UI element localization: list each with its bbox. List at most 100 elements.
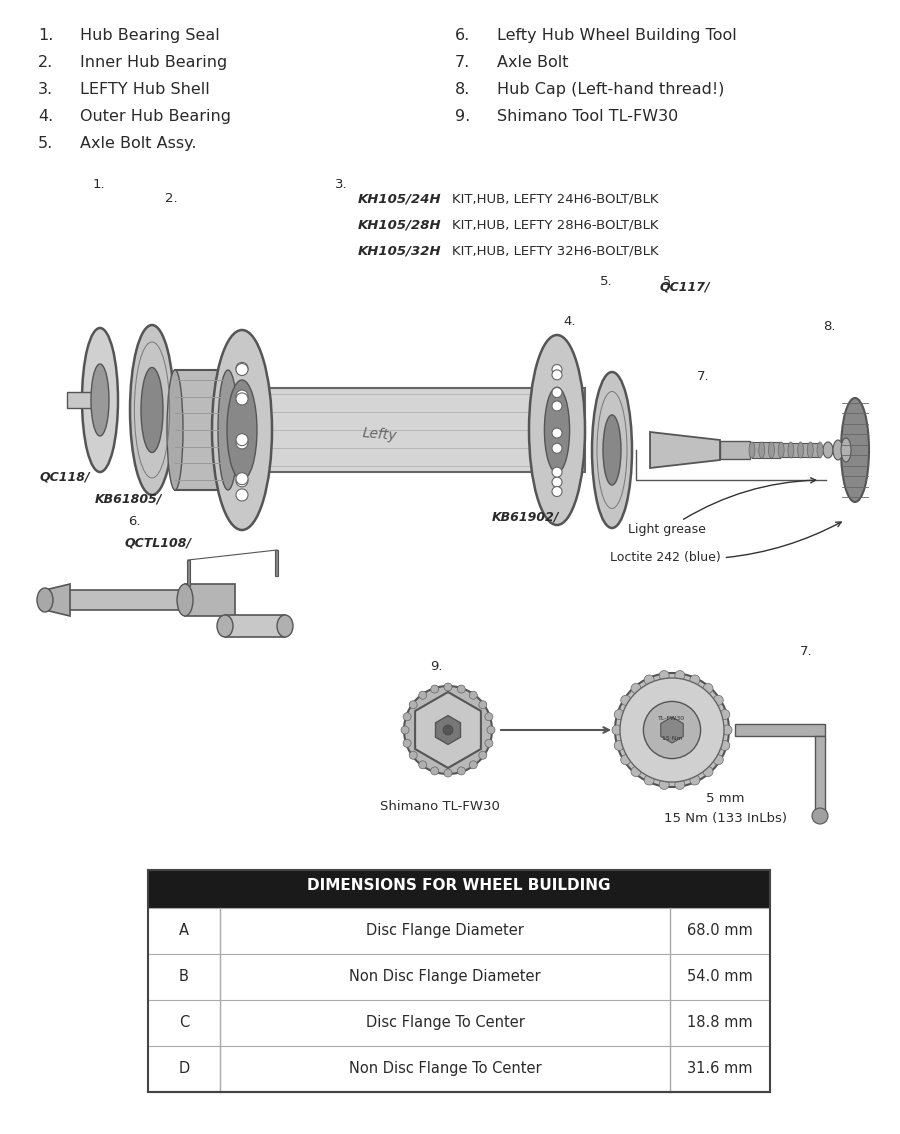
Ellipse shape — [621, 755, 631, 764]
Text: 1.: 1. — [38, 28, 53, 43]
Text: 3.: 3. — [38, 82, 53, 98]
Ellipse shape — [552, 370, 562, 380]
Text: 31.6 mm: 31.6 mm — [688, 1061, 752, 1076]
Polygon shape — [650, 432, 720, 468]
Text: Axle Bolt: Axle Bolt — [497, 56, 569, 70]
Ellipse shape — [841, 398, 869, 502]
Text: Shimano Tool TL-FW30: Shimano Tool TL-FW30 — [497, 109, 679, 124]
Ellipse shape — [769, 442, 774, 458]
Text: 1.: 1. — [93, 178, 105, 191]
Ellipse shape — [620, 678, 724, 782]
Ellipse shape — [812, 809, 828, 824]
Text: 5.: 5. — [38, 136, 53, 151]
Bar — [148, 1000, 770, 1046]
Ellipse shape — [431, 767, 438, 775]
Ellipse shape — [552, 364, 562, 374]
Ellipse shape — [431, 685, 438, 693]
Ellipse shape — [749, 442, 755, 458]
Ellipse shape — [236, 364, 248, 375]
Text: KIT,HUB, LEFTY 28H6-BOLT/BLK: KIT,HUB, LEFTY 28H6-BOLT/BLK — [452, 219, 659, 232]
Ellipse shape — [631, 767, 641, 777]
Ellipse shape — [236, 433, 248, 446]
Ellipse shape — [689, 675, 700, 685]
Ellipse shape — [714, 755, 724, 764]
Bar — [67, 392, 100, 408]
Text: 15 Nm: 15 Nm — [662, 736, 682, 741]
Ellipse shape — [552, 477, 562, 488]
Ellipse shape — [612, 725, 622, 735]
Polygon shape — [800, 443, 820, 457]
Bar — [45, 590, 185, 610]
Ellipse shape — [236, 473, 248, 484]
Ellipse shape — [485, 712, 493, 721]
Text: Axle Bolt Assy.: Axle Bolt Assy. — [80, 136, 196, 151]
Text: 6.: 6. — [455, 28, 470, 43]
Bar — [187, 560, 190, 586]
Ellipse shape — [469, 761, 477, 769]
Text: KH105/28H: KH105/28H — [358, 219, 442, 232]
Ellipse shape — [788, 442, 794, 458]
Ellipse shape — [418, 761, 427, 769]
Polygon shape — [780, 443, 800, 457]
Bar — [815, 736, 825, 816]
Text: 7.: 7. — [697, 370, 709, 383]
Ellipse shape — [130, 325, 174, 496]
Ellipse shape — [37, 589, 53, 612]
Text: 18.8 mm: 18.8 mm — [688, 1015, 752, 1030]
Ellipse shape — [91, 364, 109, 435]
Polygon shape — [436, 716, 461, 744]
Ellipse shape — [418, 692, 427, 700]
Text: 2.: 2. — [165, 192, 177, 205]
Ellipse shape — [797, 442, 804, 458]
Polygon shape — [415, 692, 481, 768]
Bar — [275, 550, 278, 576]
Ellipse shape — [217, 615, 233, 637]
Text: 5.: 5. — [663, 276, 683, 288]
Text: Shimano TL-FW30: Shimano TL-FW30 — [380, 799, 500, 813]
Text: 7.: 7. — [455, 56, 470, 70]
Text: 68.0 mm: 68.0 mm — [687, 923, 753, 938]
Ellipse shape — [823, 442, 833, 458]
Ellipse shape — [444, 683, 452, 691]
Ellipse shape — [410, 701, 418, 709]
Ellipse shape — [807, 442, 814, 458]
Polygon shape — [752, 442, 780, 458]
Ellipse shape — [833, 440, 843, 460]
Text: A: A — [179, 923, 189, 938]
Bar — [148, 908, 770, 954]
Ellipse shape — [236, 475, 248, 486]
Bar — [148, 870, 770, 1092]
Bar — [735, 723, 825, 736]
Text: QC118/: QC118/ — [40, 469, 91, 483]
Text: Inner Hub Bearing: Inner Hub Bearing — [80, 56, 227, 70]
Ellipse shape — [218, 370, 238, 490]
Ellipse shape — [552, 467, 562, 477]
Text: QCTL108/: QCTL108/ — [125, 538, 192, 550]
Ellipse shape — [552, 401, 562, 411]
Ellipse shape — [689, 775, 700, 785]
Bar — [148, 954, 770, 1000]
Ellipse shape — [552, 428, 562, 438]
Bar — [228, 388, 585, 472]
Text: 2.: 2. — [38, 56, 53, 70]
Ellipse shape — [720, 741, 730, 751]
Ellipse shape — [659, 670, 670, 680]
Text: KIT,HUB, LEFTY 32H6-BOLT/BLK: KIT,HUB, LEFTY 32H6-BOLT/BLK — [452, 245, 659, 259]
Ellipse shape — [401, 726, 409, 734]
Bar — [175, 370, 230, 490]
Ellipse shape — [552, 443, 562, 454]
Ellipse shape — [544, 387, 570, 473]
Ellipse shape — [631, 684, 641, 693]
Text: Loctite 242 (blue): Loctite 242 (blue) — [610, 522, 842, 565]
Ellipse shape — [236, 363, 248, 374]
Ellipse shape — [404, 686, 492, 775]
Text: 15 Nm (133 InLbs): 15 Nm (133 InLbs) — [663, 812, 787, 826]
Text: KB61902/: KB61902/ — [492, 510, 560, 523]
Text: 8.: 8. — [823, 320, 835, 333]
Ellipse shape — [529, 335, 585, 525]
Ellipse shape — [841, 438, 851, 462]
Text: DIMENSIONS FOR WHEEL BUILDING: DIMENSIONS FOR WHEEL BUILDING — [307, 878, 611, 892]
Ellipse shape — [443, 725, 453, 735]
Text: 54.0 mm: 54.0 mm — [687, 968, 753, 984]
Ellipse shape — [644, 675, 654, 685]
